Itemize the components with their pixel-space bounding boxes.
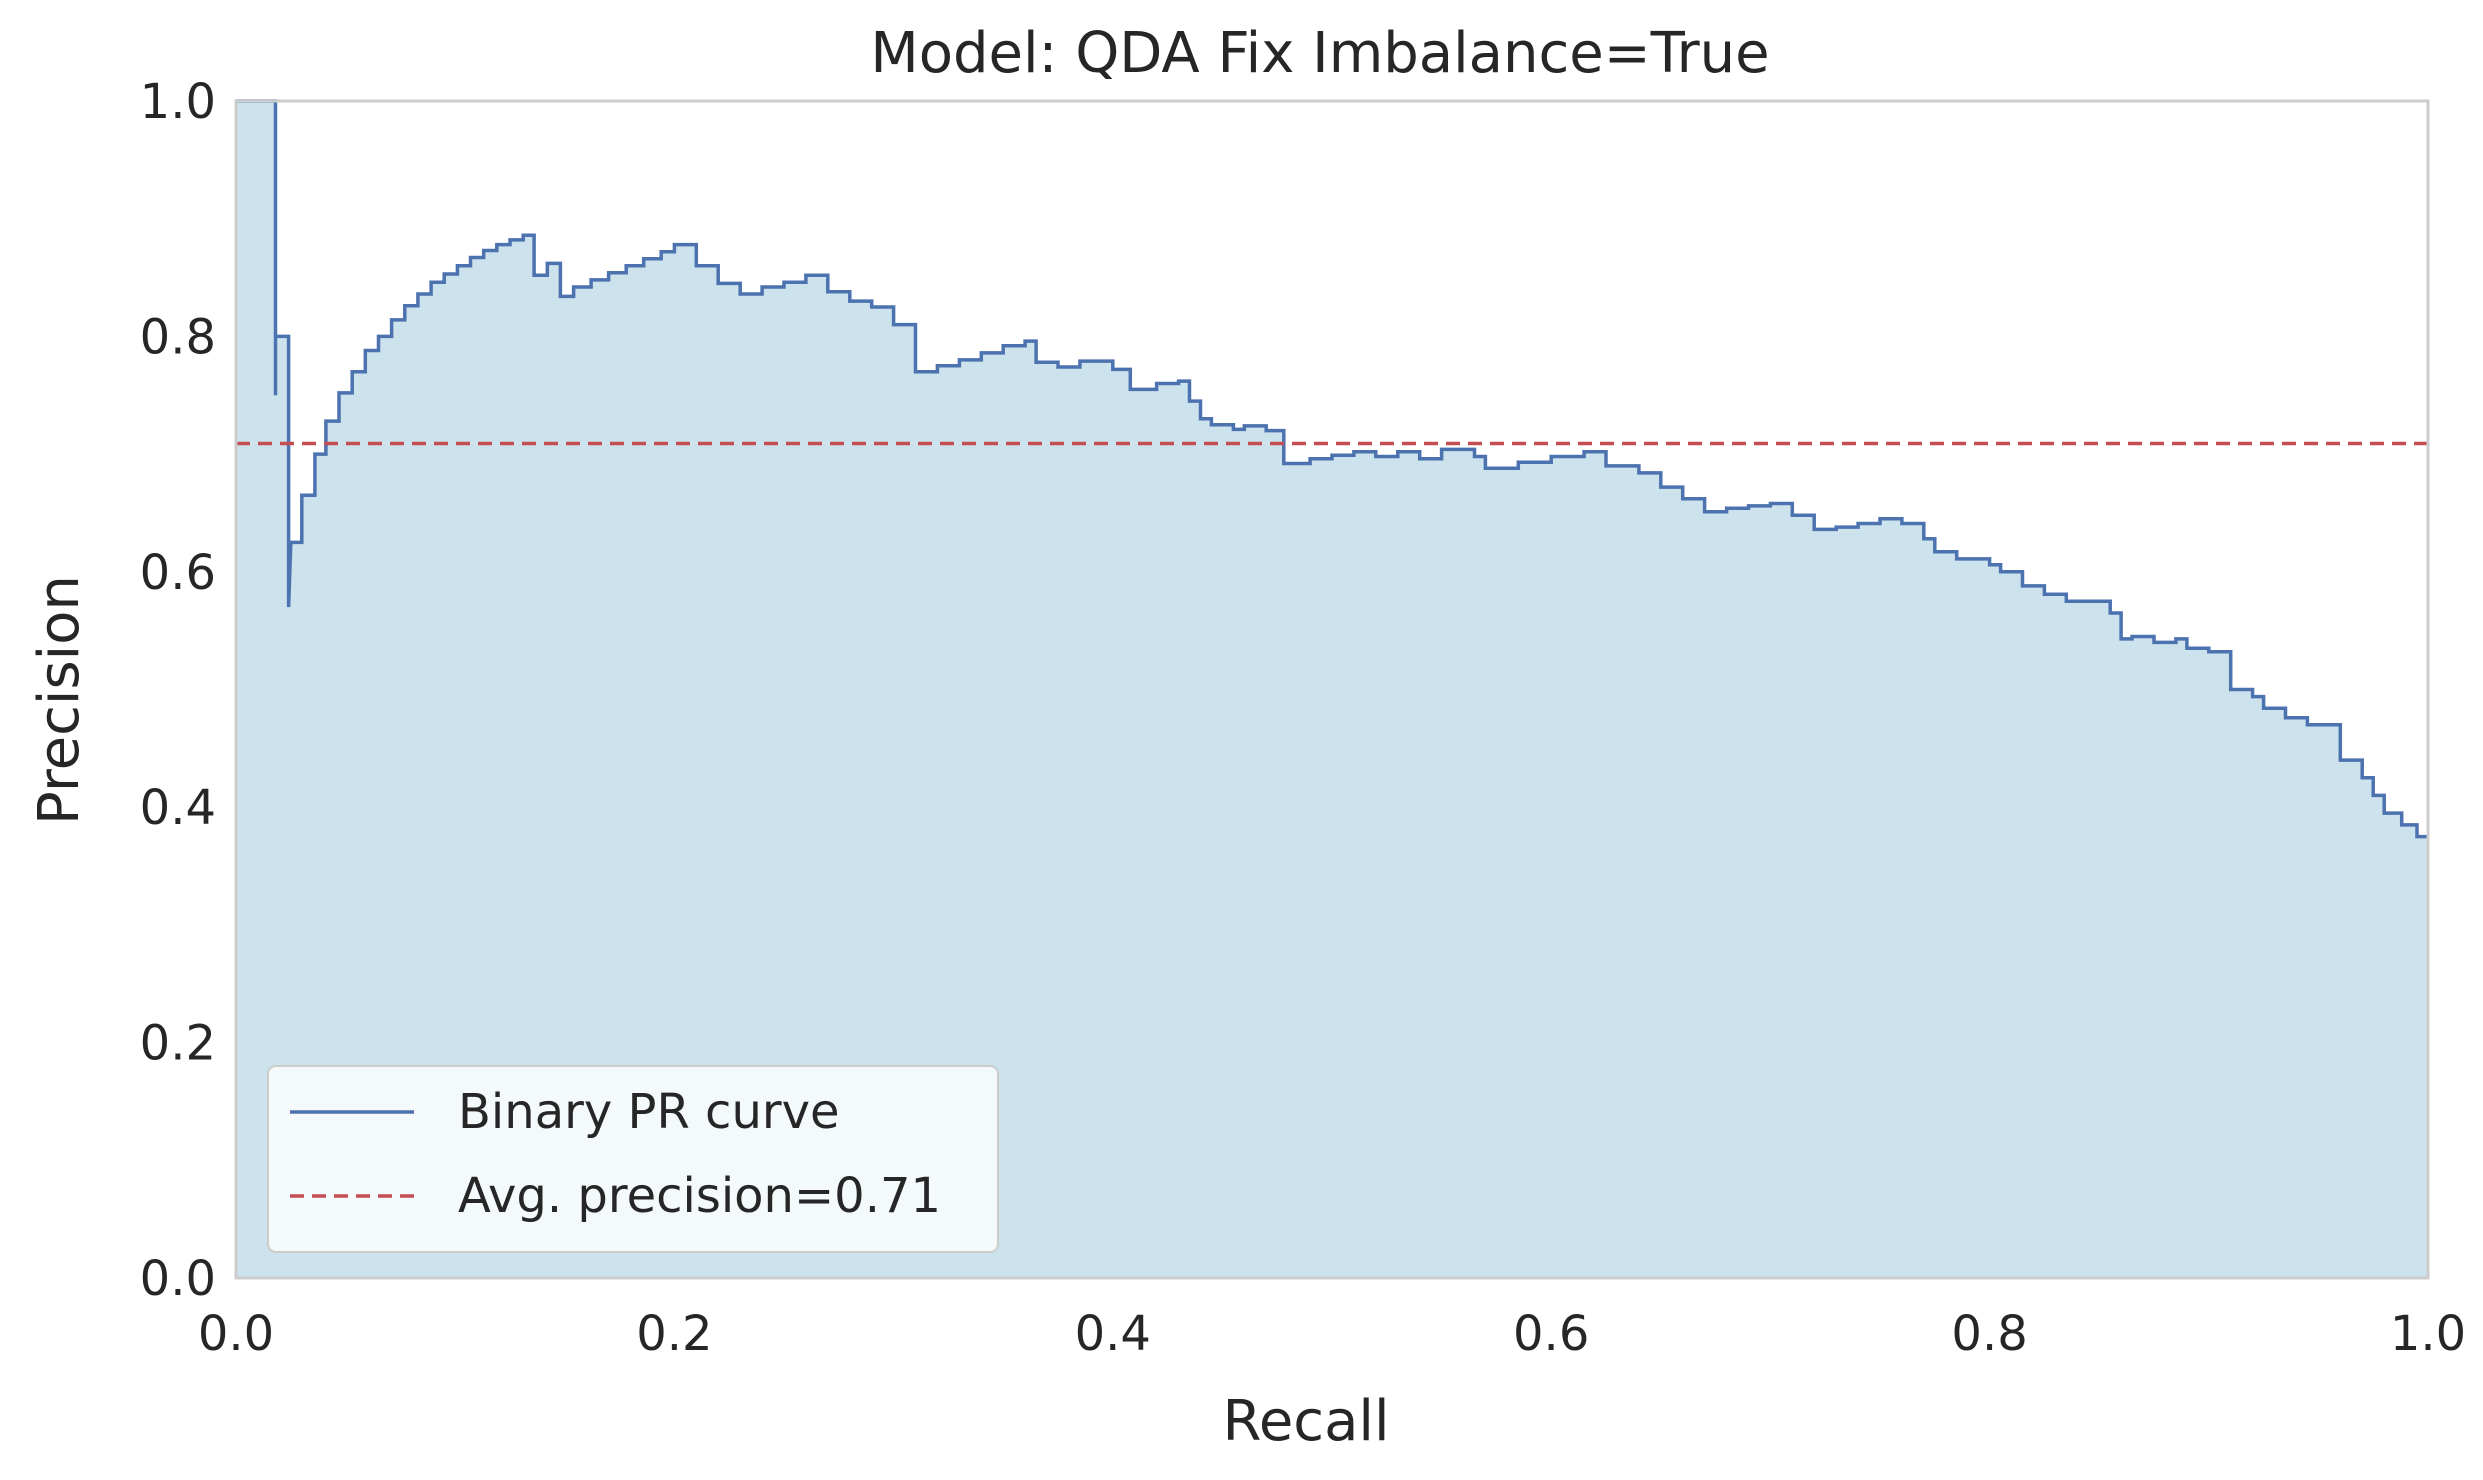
y-tick-label: 0.4 — [140, 780, 216, 836]
x-tick-label: 0.0 — [198, 1306, 274, 1362]
legend-label-pr-curve: Binary PR curve — [458, 1084, 840, 1140]
legend: Binary PR curve Avg. precision=0.71 — [267, 1065, 999, 1253]
y-axis-ticks: 0.0 0.2 0.4 0.6 0.8 1.0 — [140, 74, 216, 1307]
y-tick-label: 1.0 — [140, 74, 216, 130]
pr-curve-line — [236, 99, 2428, 839]
x-axis-label: Recall — [1222, 1389, 1389, 1454]
x-tick-label: 1.0 — [2390, 1306, 2466, 1362]
legend-box — [267, 1065, 999, 1253]
x-tick-label: 0.6 — [1513, 1306, 1589, 1362]
plot-frame — [234, 99, 2430, 1280]
x-tick-label: 0.8 — [1951, 1306, 2027, 1362]
y-axis-label: Precision — [27, 575, 92, 825]
y-tick-label: 0.6 — [140, 545, 216, 601]
pr-area-fill — [236, 101, 2428, 1278]
x-tick-label: 0.2 — [636, 1306, 712, 1362]
legend-label-avg-precision: Avg. precision=0.71 — [458, 1168, 941, 1224]
y-tick-label: 0.8 — [140, 309, 216, 365]
x-axis-ticks: 0.0 0.2 0.4 0.6 0.8 1.0 — [198, 1306, 2466, 1362]
y-tick-label: 0.2 — [140, 1016, 216, 1072]
x-tick-label: 0.4 — [1075, 1306, 1151, 1362]
y-tick-label: 0.0 — [140, 1251, 216, 1307]
chart-title: Model: QDA Fix Imbalance=True — [870, 21, 1769, 86]
